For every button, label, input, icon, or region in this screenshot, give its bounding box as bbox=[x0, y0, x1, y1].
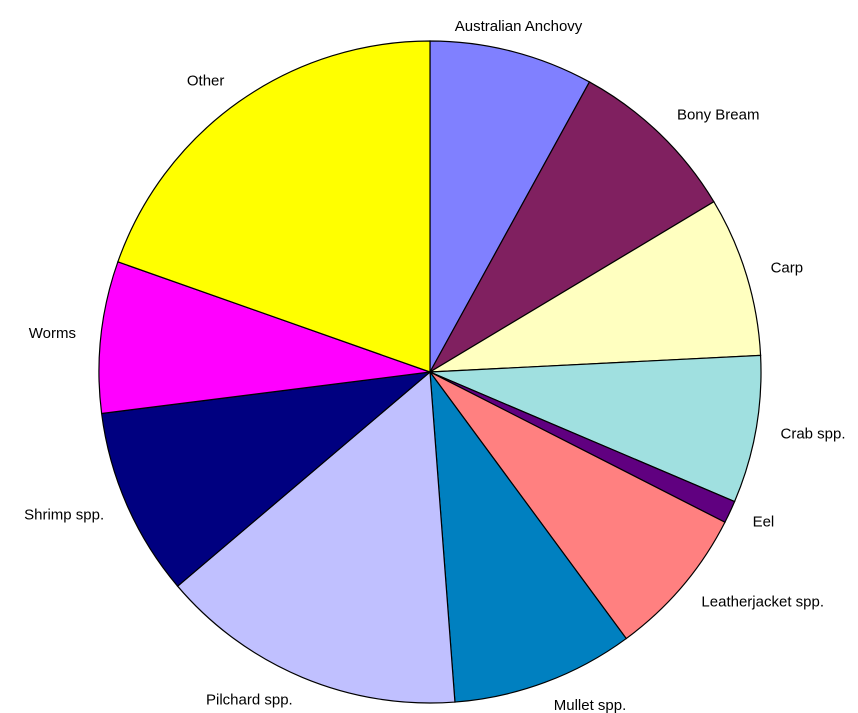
pie-slice bbox=[176, 370, 456, 704]
slice-label: Bony Bream bbox=[677, 107, 760, 124]
slice-label: Shrimp spp. bbox=[24, 506, 104, 523]
pie-slice bbox=[117, 40, 431, 373]
slice-label: Pilchard spp. bbox=[206, 691, 293, 708]
pie-slice bbox=[428, 81, 715, 374]
slice-label: Leatherjacket spp. bbox=[701, 593, 824, 610]
slice-label: Australian Anchovy bbox=[455, 18, 583, 35]
slice-label: Other bbox=[187, 72, 225, 89]
pie-slice bbox=[98, 261, 431, 415]
slice-label: Worms bbox=[29, 325, 76, 342]
slice-label: Mullet spp. bbox=[554, 697, 627, 713]
pie-slice bbox=[429, 40, 591, 373]
pie-slice bbox=[100, 371, 432, 588]
pie-slice bbox=[429, 369, 628, 703]
pie-slice bbox=[429, 200, 762, 373]
pie-slice bbox=[429, 354, 762, 503]
slice-label: Eel bbox=[753, 514, 775, 531]
pie-slice bbox=[429, 371, 726, 640]
slice-label: Crab spp. bbox=[781, 425, 846, 442]
slice-label: Carp bbox=[771, 259, 804, 276]
